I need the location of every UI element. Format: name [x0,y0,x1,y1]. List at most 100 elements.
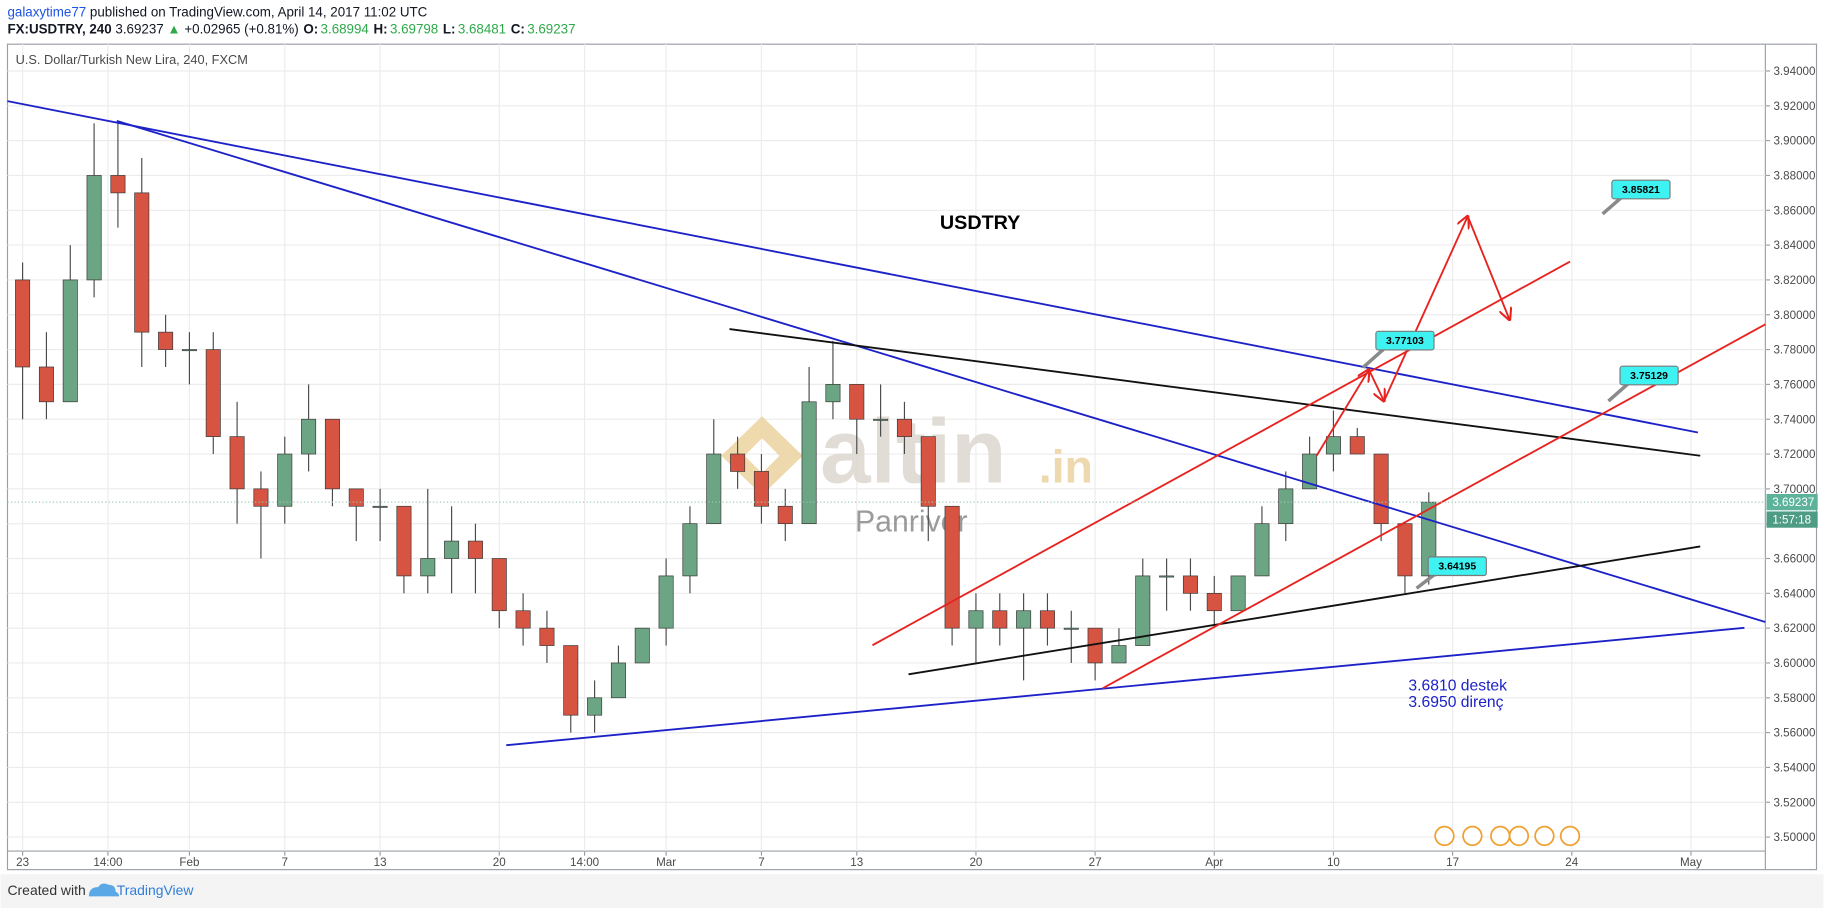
price-label: 3.69237 [1772,496,1814,509]
candle-body [348,488,364,507]
x-tick-label: 7 [758,856,764,869]
x-tick-label: May [1680,856,1702,869]
candle [396,505,412,594]
candle-body [1182,575,1198,594]
y-tick-label: 3.66000 [1773,553,1815,566]
candle [1397,523,1413,594]
x-tick-label: 7 [282,856,288,869]
candle-body [1397,523,1413,577]
candle [181,332,197,385]
candle-body [1278,488,1294,525]
chart-title: U.S. Dollar/Turkish New Lira, 240, FXCM [16,52,248,67]
candle [1230,575,1246,612]
candle-body [944,505,960,629]
quote-label: H: [374,22,388,37]
y-tick-label: 3.76000 [1773,378,1815,391]
candle-body [563,645,579,716]
trend-line [729,328,1701,457]
candle-body [396,505,412,577]
watermark-logo [721,416,803,496]
event-icons[interactable] [1434,825,1581,847]
y-tick-label: 3.54000 [1773,762,1815,775]
y-tick-label: 3.64000 [1773,587,1815,600]
candles [15,123,1437,733]
candle-body [753,471,769,507]
candle-body [1063,627,1079,630]
arrow [1383,216,1468,402]
callout-box [1427,556,1487,577]
x-tick-label: 20 [493,856,506,869]
x-tick-label: 14:00 [570,856,599,869]
candle-body [515,610,531,629]
candle-body [38,366,54,403]
candle [158,314,174,367]
candle [1016,593,1032,681]
candle-body [134,192,150,333]
candle-body [801,401,817,525]
footer-logo[interactable] [88,883,120,897]
candle-body [730,453,746,472]
candle [15,262,31,420]
candle [944,505,960,646]
footer-bar [0,874,1824,908]
quote-label: C: [511,22,525,37]
candle [753,454,769,524]
callout-text: 3.77103 [1386,336,1424,347]
candle-body [420,558,436,577]
candle-body [324,418,340,490]
event-icon[interactable] [1508,825,1530,847]
event-icon[interactable] [1462,825,1483,847]
candle-body [62,279,78,403]
candle [205,332,221,455]
candle [849,384,865,455]
watermark: altin .in Panriver [721,401,1093,538]
candle [134,158,150,367]
candle [873,384,889,437]
candle [86,123,102,298]
candle-body [587,697,603,716]
y-tick-label: 3.94000 [1773,65,1815,78]
event-icon[interactable] [1490,825,1511,847]
footer-brand[interactable]: TradingView [117,882,195,898]
candle [420,488,436,594]
callout-box [1611,179,1671,200]
candle-body [682,523,698,577]
candle-body [1111,645,1127,664]
callout-text: 3.75129 [1630,371,1668,382]
candle [1159,558,1175,611]
arrow [1315,370,1369,457]
quote-label: L: [443,22,456,37]
candle-body [658,575,674,629]
candle [1087,627,1103,681]
x-tick-label: 14:00 [93,856,122,869]
candle-body [1230,575,1246,612]
quote-line: FX:USDTRY, 240 3.69237 ▲ +0.02965 (+0.81… [7,22,575,37]
candle [920,436,936,542]
y-tick-label: 3.74000 [1773,413,1815,426]
candle-body [1135,575,1151,646]
candle [372,488,388,542]
author-link[interactable]: galaxytime77 [7,4,86,19]
event-icon[interactable] [1434,825,1455,847]
candle-body [849,384,865,420]
candle-body [205,349,221,437]
event-icon[interactable] [1534,825,1555,847]
y-tick-label: 3.92000 [1773,100,1815,113]
callout-pointer [1361,347,1386,369]
x-tick-label: 20 [969,856,982,869]
candle [301,384,317,472]
callout-pointer [1607,382,1630,403]
event-icon[interactable] [1559,825,1581,847]
candle-body [1039,610,1055,629]
candle-body [181,349,197,352]
candle-body [1016,610,1032,629]
change: +0.02965 (+0.81%) [184,22,298,37]
candle-body [1254,523,1270,577]
candle [730,436,746,489]
candle [682,506,698,594]
arrow [1466,215,1510,319]
watermark-suffix: .in [1039,440,1093,492]
candle-body [372,505,388,508]
